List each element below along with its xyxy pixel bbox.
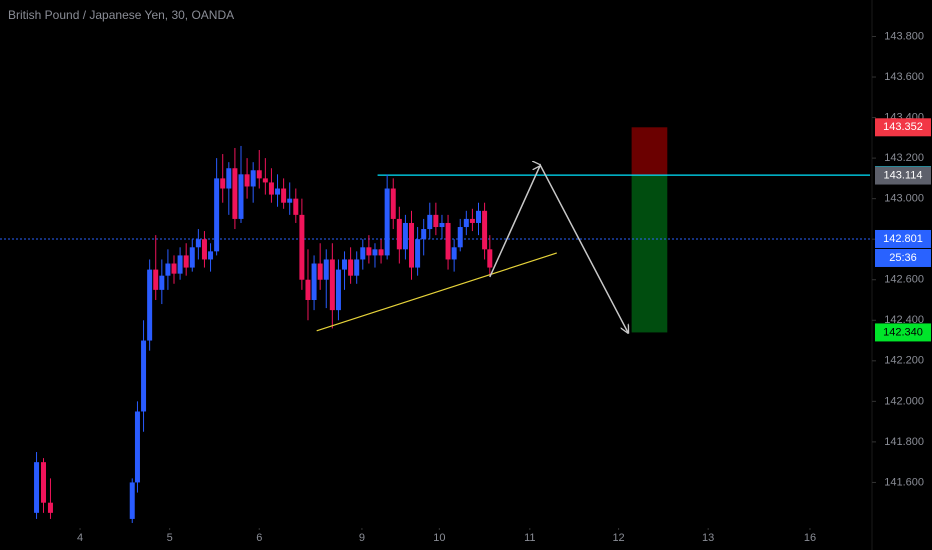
candle-body [409, 222, 415, 268]
candle-body [47, 502, 53, 513]
candle-body [201, 239, 207, 260]
candle-body [396, 218, 402, 250]
candle-body [317, 263, 323, 280]
price-label: 142.340 [883, 326, 923, 338]
candle-body [439, 222, 445, 228]
target-zone [631, 175, 668, 333]
x-tick-label: 5 [167, 532, 173, 544]
candle-body [177, 255, 183, 274]
candle-body [41, 462, 46, 503]
y-tick-label: 142.400 [884, 314, 924, 326]
x-tick-label: 12 [612, 532, 624, 544]
stop-zone [631, 127, 668, 176]
candle-body [451, 247, 457, 260]
candle-body [34, 462, 40, 513]
x-tick-label: 9 [359, 532, 365, 544]
chart-title: British Pound / Japanese Yen, 30, OANDA [8, 8, 234, 22]
candle-body [268, 182, 274, 195]
y-tick-label: 142.200 [884, 355, 924, 367]
candle-body [329, 259, 335, 311]
candle-body [445, 222, 451, 260]
candle-body [323, 259, 329, 280]
arrow-path [489, 165, 628, 333]
x-tick-label: 13 [702, 532, 714, 544]
candle-body [141, 340, 147, 412]
candle-body [384, 188, 390, 256]
candle-body [415, 239, 421, 268]
y-tick-label: 141.600 [884, 476, 924, 488]
candle-body [311, 263, 317, 300]
candle-body [195, 239, 201, 248]
x-tick-label: 4 [77, 532, 83, 544]
candle-body [476, 210, 481, 223]
y-tick-label: 142.600 [884, 274, 924, 286]
countdown: 25:36 [889, 252, 917, 264]
price-label-bg [875, 323, 931, 342]
candle-body [463, 218, 469, 228]
countdown-bg [875, 248, 931, 267]
candle-body [482, 210, 488, 250]
x-tick-label: 10 [433, 532, 445, 544]
candle-body [238, 174, 244, 219]
candle-body [159, 275, 165, 290]
y-tick-label: 142.000 [884, 395, 924, 407]
candle-body [366, 247, 372, 256]
candle-body [165, 263, 171, 276]
candle-body [390, 188, 396, 219]
candle-body [275, 188, 281, 195]
price-label: 143.352 [883, 121, 923, 133]
x-tick-label: 11 [524, 532, 535, 544]
candle-body [220, 178, 226, 189]
candle-body [402, 222, 408, 250]
candle-body [421, 229, 427, 240]
candle-body [129, 482, 135, 519]
x-tick-label: 16 [804, 532, 816, 544]
y-tick-label: 143.000 [884, 193, 924, 205]
price-label-bg [875, 118, 931, 137]
candle-body [299, 214, 305, 280]
candle-body [305, 279, 311, 300]
trend-line [316, 252, 557, 332]
candle-body [134, 411, 140, 483]
candle-body [256, 170, 262, 179]
candle-body [171, 263, 177, 274]
candle-body [262, 178, 268, 183]
y-tick-label: 141.800 [884, 436, 924, 448]
candle-body [287, 198, 293, 203]
candle-body [250, 170, 256, 187]
candle-body [360, 247, 366, 260]
candle-body [214, 178, 220, 252]
candle-body [208, 251, 214, 260]
candle-body [342, 259, 348, 270]
candle-body [354, 259, 360, 276]
x-tick-label: 6 [256, 532, 262, 544]
candle-body [232, 168, 238, 219]
price-label-bg [875, 166, 931, 185]
candle-body [147, 269, 153, 341]
y-tick-label: 143.600 [884, 71, 924, 83]
candle-body [335, 269, 341, 311]
candle-body [457, 227, 463, 248]
candle-body [348, 259, 354, 276]
candle-body [433, 214, 439, 228]
candle-body [469, 218, 475, 223]
price-label: 143.114 [884, 169, 923, 181]
candle-body [281, 188, 287, 203]
y-tick-label: 143.200 [884, 152, 924, 164]
candle-body [372, 249, 378, 256]
candle-body [189, 247, 195, 268]
price-label: 142.801 [883, 233, 923, 245]
price-label-bg [875, 229, 931, 248]
candle-body [226, 168, 232, 189]
candle-body [183, 255, 189, 268]
y-tick-label: 143.800 [884, 30, 924, 42]
candle-body [378, 249, 384, 256]
candle-body [153, 269, 159, 290]
candle-body [293, 198, 299, 215]
candle-body [244, 174, 250, 187]
candle-body [427, 214, 433, 230]
candle-body [487, 249, 493, 268]
